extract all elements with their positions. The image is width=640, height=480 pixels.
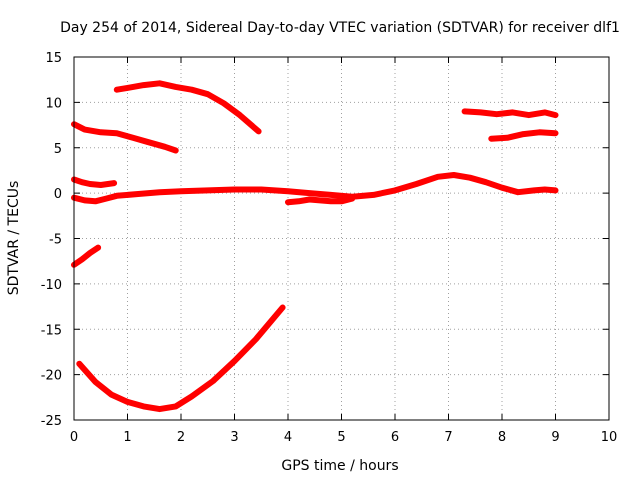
x-tick-label: 10 <box>601 430 618 445</box>
y-tick-label: -15 <box>41 323 62 338</box>
x-tick-label: 3 <box>230 430 238 445</box>
y-tick-label: -25 <box>41 414 62 429</box>
series-arc-6 <box>71 244 102 268</box>
series-layer <box>71 80 559 413</box>
series-arc-4 <box>71 172 559 205</box>
series-arc-8 <box>461 108 559 119</box>
series-arc-3 <box>71 176 118 188</box>
x-tick-label: 7 <box>444 430 452 445</box>
x-tick-label: 2 <box>177 430 185 445</box>
x-tick-label: 9 <box>551 430 559 445</box>
x-tick-label: 0 <box>70 430 78 445</box>
y-tick-label: 15 <box>45 51 62 66</box>
series-arc-5 <box>285 195 356 206</box>
series-arc-1 <box>113 80 262 135</box>
x-tick-label: 5 <box>337 430 345 445</box>
x-tick-labels: 0 1 2 3 4 5 6 7 8 9 10 <box>70 430 617 445</box>
series-arc-9 <box>488 129 559 142</box>
x-tick-label: 1 <box>123 430 131 445</box>
y-tick-label: -20 <box>41 369 62 384</box>
axis-ticks <box>73 56 610 421</box>
y-tick-label: -10 <box>41 278 62 293</box>
x-tick-label: 8 <box>498 430 506 445</box>
y-tick-label: 10 <box>45 96 62 111</box>
series-arc-2 <box>71 121 179 154</box>
x-tick-label: 6 <box>391 430 399 445</box>
y-tick-label: -5 <box>49 233 62 248</box>
grid <box>74 57 609 420</box>
y-tick-labels: -25 -20 -15 -10 -5 0 5 10 15 <box>41 51 62 429</box>
x-axis-label: GPS time / hours <box>281 458 398 474</box>
series-arc-7 <box>76 304 286 413</box>
y-axis-label: SDTVAR / TECUs <box>6 181 22 296</box>
chart-title: Day 254 of 2014, Sidereal Day-to-day VTE… <box>60 20 620 36</box>
y-tick-label: 5 <box>54 142 62 157</box>
x-tick-label: 4 <box>284 430 292 445</box>
y-tick-label: 0 <box>54 187 62 202</box>
